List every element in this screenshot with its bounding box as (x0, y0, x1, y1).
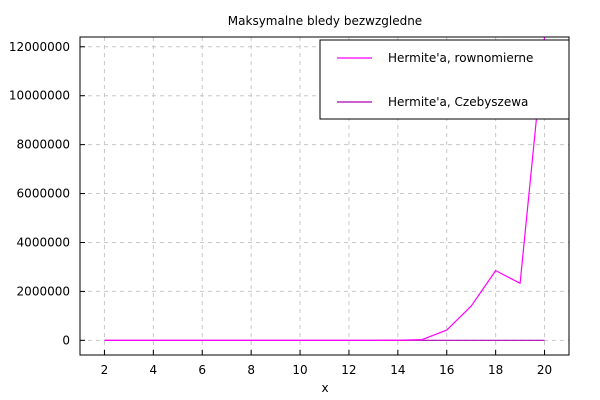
plot-frame (79, 36, 570, 356)
y-tick-label: 2000000 (17, 284, 70, 298)
x-tick-label: 10 (292, 363, 307, 377)
y-tick-label: 8000000 (17, 138, 70, 152)
series-line-1 (104, 37, 546, 341)
y-axis-ticks: 0 2000000 4000000 6000000 8000000 10000000 120… (9, 40, 85, 347)
legend: Hermite'a, rownomierne Hermite'a, Czebys… (319, 39, 570, 120)
series-lines (104, 37, 546, 341)
grid (80, 37, 569, 355)
x-tick-label: 20 (537, 363, 552, 377)
legend-box (319, 39, 570, 120)
x-tick-label: 8 (247, 363, 255, 377)
x-tick-label: 14 (390, 363, 405, 377)
y-tick-label: 4000000 (17, 235, 70, 249)
y-tick-label: 12000000 (9, 40, 70, 54)
y-tick-label: 6000000 (17, 187, 70, 201)
x-tick-label: 16 (439, 363, 454, 377)
legend-label-series-2: Hermite'a, Czebyszewa (388, 95, 528, 109)
x-tick-label: 2 (101, 363, 109, 377)
x-tick-label: 4 (150, 363, 158, 377)
y-tick-label: 0 (62, 333, 70, 347)
legend-label-series-1: Hermite'a, rownomierne (388, 51, 533, 65)
x-tick-label: 18 (488, 363, 503, 377)
x-tick-label: 12 (341, 363, 356, 377)
x-axis-label: x (321, 381, 328, 395)
x-tick-label: 6 (198, 363, 206, 377)
y-tick-label: 10000000 (9, 89, 70, 103)
x-axis-ticks: 2 4 6 8 10 12 14 16 18 20 (101, 350, 552, 377)
chart-title: Maksymalne bledy bezwzgledne (228, 14, 422, 28)
